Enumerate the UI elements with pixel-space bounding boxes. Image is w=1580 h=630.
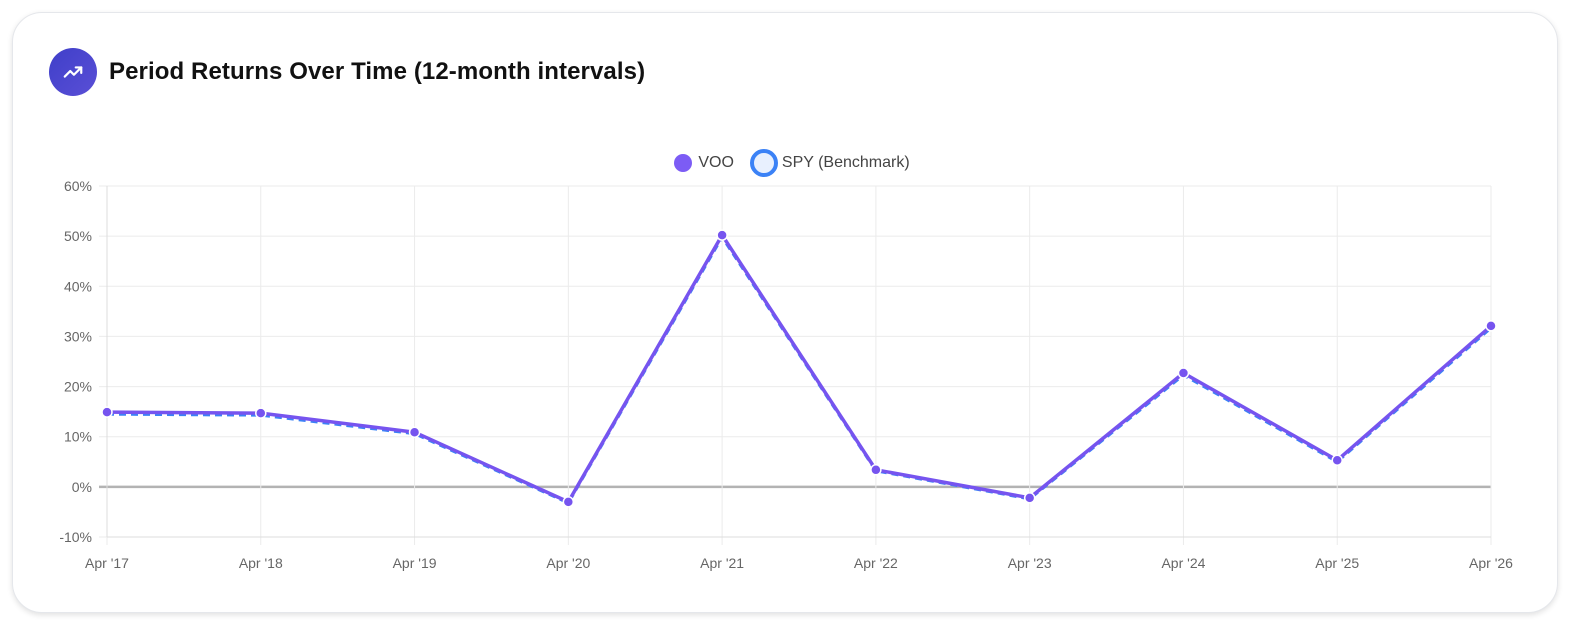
x-tick-label: Apr '24 bbox=[1161, 555, 1205, 571]
legend-label-voo: VOO bbox=[698, 154, 734, 171]
y-tick-label: 50% bbox=[64, 228, 92, 244]
x-tick-label: Apr '20 bbox=[546, 555, 590, 571]
voo-data-point[interactable] bbox=[716, 229, 728, 241]
voo-data-point[interactable] bbox=[870, 464, 882, 476]
x-tick-label: Apr '17 bbox=[85, 555, 129, 571]
y-tick-label: 30% bbox=[64, 328, 92, 344]
spy-line bbox=[106, 235, 1492, 505]
voo-swatch-icon bbox=[674, 154, 693, 172]
voo-data-point[interactable] bbox=[562, 496, 575, 508]
voo-data-point[interactable] bbox=[1177, 367, 1190, 379]
legend-label-spy: SPY (Benchmark) bbox=[781, 154, 910, 171]
x-tick-label: Apr '22 bbox=[854, 555, 898, 571]
voo-data-point[interactable] bbox=[1485, 320, 1497, 332]
voo-data-point[interactable] bbox=[1331, 454, 1343, 467]
y-tick-label: -10% bbox=[59, 529, 92, 545]
voo-line bbox=[106, 233, 1493, 504]
voo-data-point[interactable] bbox=[408, 426, 421, 438]
x-tick-label: Apr '25 bbox=[1315, 555, 1359, 571]
x-tick-label: Apr '26 bbox=[1469, 555, 1513, 571]
chart-card: Period Returns Over Time (12-month inter… bbox=[12, 12, 1558, 613]
card-header: Period Returns Over Time (12-month inter… bbox=[49, 48, 645, 96]
chart-legend: VOO SPY (Benchmark) bbox=[13, 149, 1559, 177]
voo-data-point[interactable] bbox=[101, 406, 113, 418]
legend-item-voo[interactable]: VOO bbox=[674, 154, 734, 172]
x-tick-label: Apr '19 bbox=[393, 555, 437, 571]
trending-up-icon bbox=[49, 48, 97, 96]
voo-data-point[interactable] bbox=[1023, 492, 1036, 504]
x-tick-label: Apr '18 bbox=[239, 555, 283, 571]
chart-title: Period Returns Over Time (12-month inter… bbox=[109, 58, 646, 85]
x-tick-label: Apr '23 bbox=[1008, 555, 1052, 571]
y-tick-label: 0% bbox=[72, 479, 92, 495]
spy-swatch-icon bbox=[749, 149, 778, 177]
voo-data-point[interactable] bbox=[255, 407, 267, 419]
x-tick-label: Apr '21 bbox=[700, 555, 744, 571]
y-tick-label: 20% bbox=[64, 379, 92, 395]
y-tick-label: 10% bbox=[64, 429, 92, 445]
y-tick-label: 60% bbox=[64, 178, 92, 194]
y-tick-label: 40% bbox=[64, 278, 92, 294]
legend-item-spy[interactable]: SPY (Benchmark) bbox=[749, 149, 910, 177]
